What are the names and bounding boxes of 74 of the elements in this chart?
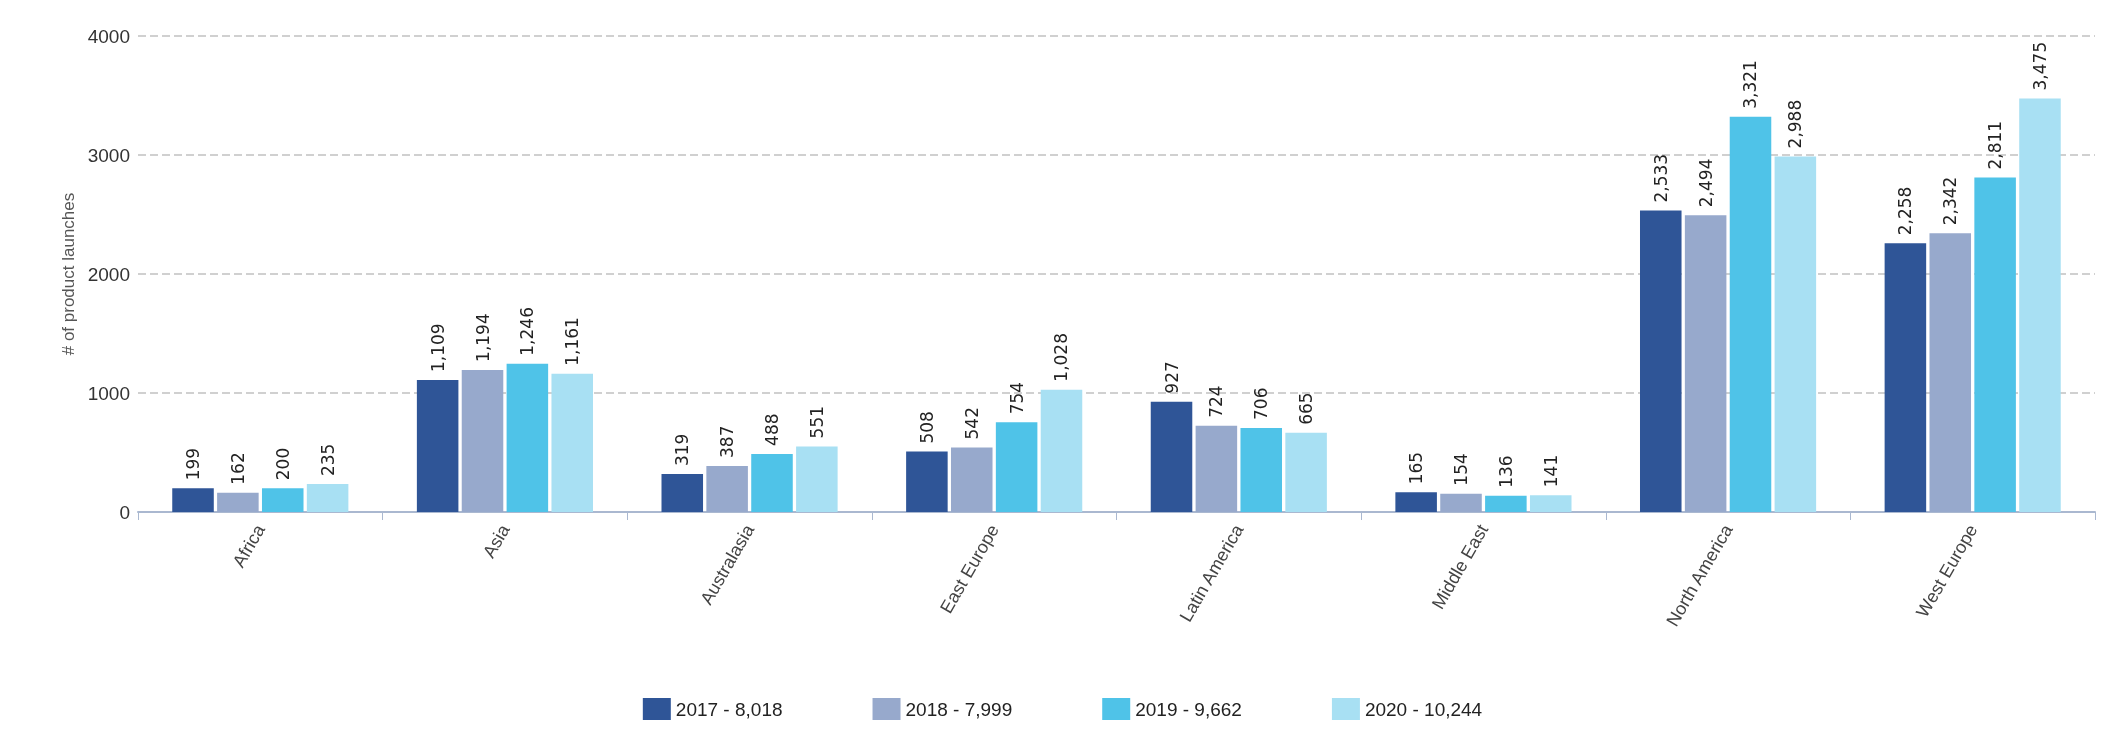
bar (217, 492, 259, 512)
data-label: 165 (1406, 451, 1427, 485)
bar (950, 447, 993, 512)
legend-label: 2018 - 7,999 (905, 698, 1013, 720)
bar (1974, 177, 2016, 512)
data-label: 927 (1161, 361, 1182, 394)
bar (1440, 493, 1482, 512)
data-label: 754 (1006, 381, 1027, 415)
bar (661, 474, 704, 512)
bar (551, 373, 593, 512)
legend-label: 2017 - 8,018 (675, 698, 783, 720)
data-label: 2,494 (1695, 158, 1716, 208)
data-label: 1,028 (1051, 333, 1072, 382)
data-label: 2,533 (1650, 153, 1671, 203)
bar (1285, 432, 1327, 512)
bar (1040, 389, 1083, 512)
bar (1240, 427, 1283, 512)
data-label: 319 (672, 433, 693, 467)
bar (706, 465, 748, 512)
data-label: 488 (761, 413, 782, 446)
bar (172, 488, 214, 512)
data-label: 200 (272, 447, 293, 481)
bar (1485, 495, 1527, 512)
bar (1729, 116, 1772, 512)
data-label: 724 (1206, 385, 1227, 418)
y-tick-label: 1000 (87, 382, 130, 404)
bar (1884, 243, 1927, 512)
y-tick-label: 2000 (87, 263, 130, 285)
data-label: 154 (1451, 453, 1472, 486)
bar (1150, 401, 1193, 512)
data-label: 542 (961, 407, 982, 440)
bar (261, 488, 304, 512)
data-label: 3,475 (2029, 41, 2050, 91)
data-label: 387 (717, 425, 738, 458)
bar (461, 369, 504, 512)
y-tick-label: 0 (119, 501, 130, 523)
bar (1195, 425, 1238, 512)
bar (1529, 495, 1572, 512)
data-label: 1,194 (472, 313, 493, 362)
data-label: 235 (317, 443, 338, 477)
data-label: 1,161 (562, 317, 583, 366)
y-axis-title: # of product launches (58, 192, 78, 356)
bar (416, 380, 459, 512)
bar (1684, 215, 1727, 512)
bar (906, 451, 948, 512)
bar (751, 453, 793, 512)
data-label: 1,109 (427, 323, 448, 373)
bar (1929, 233, 1972, 512)
data-label: 665 (1296, 392, 1317, 425)
bar (2019, 98, 2061, 512)
data-label: 162 (227, 452, 248, 485)
data-label: 3,321 (1740, 60, 1761, 109)
data-label: 199 (183, 447, 204, 481)
data-label: 2,342 (1940, 176, 1961, 226)
bar (306, 484, 349, 512)
bar (1774, 156, 1817, 512)
y-tick-label: 3000 (87, 144, 130, 166)
bar (995, 422, 1038, 512)
legend-label: 2019 - 9,662 (1135, 698, 1242, 720)
data-label: 141 (1540, 454, 1561, 488)
bar (796, 446, 838, 512)
data-label: 551 (806, 405, 827, 439)
data-label: 2,811 (1985, 120, 2006, 170)
data-label: 136 (1495, 455, 1516, 488)
bar (1395, 492, 1437, 512)
bar (506, 363, 549, 512)
data-label: 706 (1251, 387, 1272, 420)
legend-label: 2020 - 10,244 (1364, 698, 1483, 720)
data-label: 2,258 (1895, 186, 1916, 236)
data-label: 2,988 (1785, 99, 1806, 149)
data-label: 1,246 (517, 307, 538, 356)
bar (1640, 210, 1682, 512)
data-label: 508 (916, 411, 937, 444)
y-tick-label: 4000 (87, 25, 130, 47)
